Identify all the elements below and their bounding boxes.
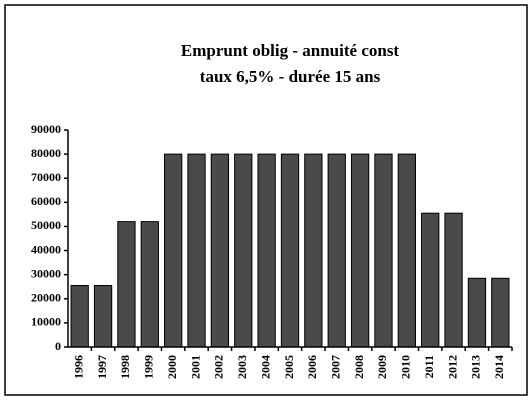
bar xyxy=(187,153,206,348)
y-tick-label: 70000 xyxy=(31,170,61,184)
x-tick-label: 2007 xyxy=(328,355,342,379)
bar xyxy=(397,153,416,348)
bar xyxy=(234,153,253,348)
bar xyxy=(444,212,463,348)
bar xyxy=(70,285,89,348)
y-tick-label: 90000 xyxy=(31,122,61,136)
x-tick-label: 2012 xyxy=(445,355,459,379)
x-tick-label: 2010 xyxy=(399,355,413,379)
y-tick-label: 60000 xyxy=(31,194,61,208)
bar xyxy=(164,153,183,348)
x-tick-label: 1996 xyxy=(71,355,85,379)
x-tick-label: 2004 xyxy=(258,355,272,379)
x-tick-label: 2002 xyxy=(212,355,226,379)
y-tick-label: 30000 xyxy=(31,266,61,280)
x-tick-label: 2001 xyxy=(188,355,202,379)
y-tick-label: 50000 xyxy=(31,218,61,232)
x-tick-label: 2003 xyxy=(235,355,249,379)
chart-title: Emprunt oblig - annuité const xyxy=(181,41,400,60)
x-tick-label: 2014 xyxy=(492,355,506,379)
x-tick-label: 1997 xyxy=(95,355,109,379)
x-tick-label: 2011 xyxy=(422,355,436,378)
bar xyxy=(257,153,276,348)
x-tick-label: 2008 xyxy=(352,355,366,379)
y-tick-label: 80000 xyxy=(31,146,61,160)
y-tick-label: 0 xyxy=(55,339,61,353)
x-tick-label: 2013 xyxy=(469,355,483,379)
bar xyxy=(117,221,136,348)
x-tick-label: 1999 xyxy=(142,355,156,379)
bar xyxy=(467,277,487,348)
x-tick-label: 2005 xyxy=(282,355,296,379)
y-tick-label: 10000 xyxy=(31,315,61,329)
bar xyxy=(374,153,393,348)
bar xyxy=(491,277,510,348)
x-tick-label: 2009 xyxy=(375,355,389,379)
bar xyxy=(304,153,323,348)
x-tick-label: 1998 xyxy=(118,355,132,379)
bar xyxy=(350,153,370,348)
bar xyxy=(140,221,159,348)
y-tick-label: 40000 xyxy=(31,242,61,256)
y-tick-label: 20000 xyxy=(31,291,61,305)
bar xyxy=(93,285,113,348)
bar xyxy=(280,153,300,348)
bar xyxy=(327,153,346,348)
x-tick-label: 2006 xyxy=(305,355,319,379)
bar xyxy=(421,212,440,348)
bar xyxy=(210,153,230,348)
x-tick-label: 2000 xyxy=(165,355,179,379)
chart-subtitle: taux 6,5% - durée 15 ans xyxy=(200,67,381,86)
